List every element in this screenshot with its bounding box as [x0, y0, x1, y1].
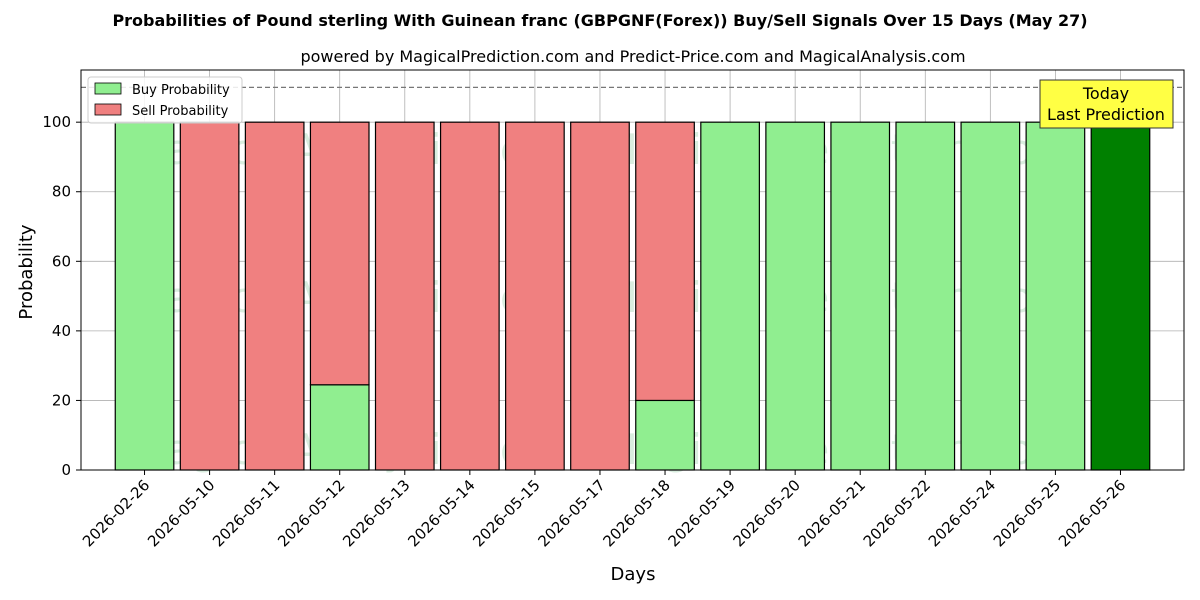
x-tick-label: 2026-05-12: [274, 476, 348, 550]
buy-bar: [960, 121, 1021, 471]
x-tick-label: 2026-05-26: [1055, 476, 1129, 550]
x-tick-label: 2026-05-20: [730, 476, 804, 550]
legend-box: [87, 76, 243, 124]
sell-bar: [439, 121, 500, 471]
sell-bar: [505, 121, 565, 471]
buy-bar: [635, 399, 695, 471]
buy-bar: [765, 121, 826, 471]
legend-label-sell: Sell Probability: [132, 104, 229, 119]
x-tick-label: 2026-02-26: [79, 476, 153, 550]
chart-title: Probabilities of Pound sterling With Gui…: [112, 11, 1087, 30]
y-tick-label: 20: [52, 391, 71, 409]
sell-bar: [374, 121, 435, 471]
buy-bar: [895, 121, 956, 471]
y-axis-label: Probability: [16, 224, 37, 319]
sell-bar: [570, 121, 630, 471]
plot-area: MagicalAnalysis.comMagicalPrediction.com…: [42, 69, 1185, 550]
buy-bar: [1090, 121, 1151, 471]
y-tick-label: 100: [42, 113, 71, 131]
sell-bar: [244, 121, 305, 471]
y-tick-label: 0: [61, 461, 71, 479]
x-tick-label: 2026-05-10: [144, 476, 218, 550]
today-annotation-box: [1039, 79, 1174, 129]
x-tick-label: 2026-05-24: [925, 476, 999, 550]
y-tick-label: 60: [52, 252, 71, 270]
x-tick-label: 2026-05-25: [990, 476, 1064, 550]
today-annotation-line1: Today: [1082, 84, 1129, 103]
buy-bar: [830, 121, 891, 471]
buy-bar: [309, 384, 370, 471]
legend-swatch-buy: [94, 82, 122, 95]
today-annotation-line2: Last Prediction: [1047, 105, 1165, 124]
x-tick-label: 2026-05-15: [469, 476, 543, 550]
x-tick-label: 2026-05-17: [534, 476, 608, 550]
buy-bar: [114, 121, 175, 471]
sell-bar: [179, 121, 240, 471]
x-tick-label: 2026-05-22: [860, 476, 934, 550]
legend: Buy Probability Sell Probability: [87, 76, 243, 124]
x-tick-label: 2026-05-18: [599, 476, 673, 550]
x-tick-label: 2026-05-13: [339, 476, 413, 550]
y-tick-label: 80: [52, 183, 71, 201]
x-tick-label: 2026-05-21: [795, 476, 869, 550]
chart-subtitle: powered by MagicalPrediction.com and Pre…: [300, 47, 965, 66]
x-axis-label: Days: [611, 564, 656, 585]
plot-frame: [80, 69, 1185, 471]
legend-label-buy: Buy Probability: [132, 83, 230, 98]
today-annotation: Today Last Prediction: [1039, 79, 1174, 129]
y-tick-label: 40: [52, 322, 71, 340]
legend-swatch-sell: [94, 103, 122, 116]
x-tick-label: 2026-05-11: [209, 476, 283, 550]
sell-bar: [309, 121, 370, 386]
x-tick-label: 2026-05-19: [665, 476, 739, 550]
x-tick-label: 2026-05-14: [404, 476, 478, 550]
buy-bar: [700, 121, 760, 471]
sell-bar: [635, 121, 695, 402]
buy-bar: [1025, 121, 1086, 471]
